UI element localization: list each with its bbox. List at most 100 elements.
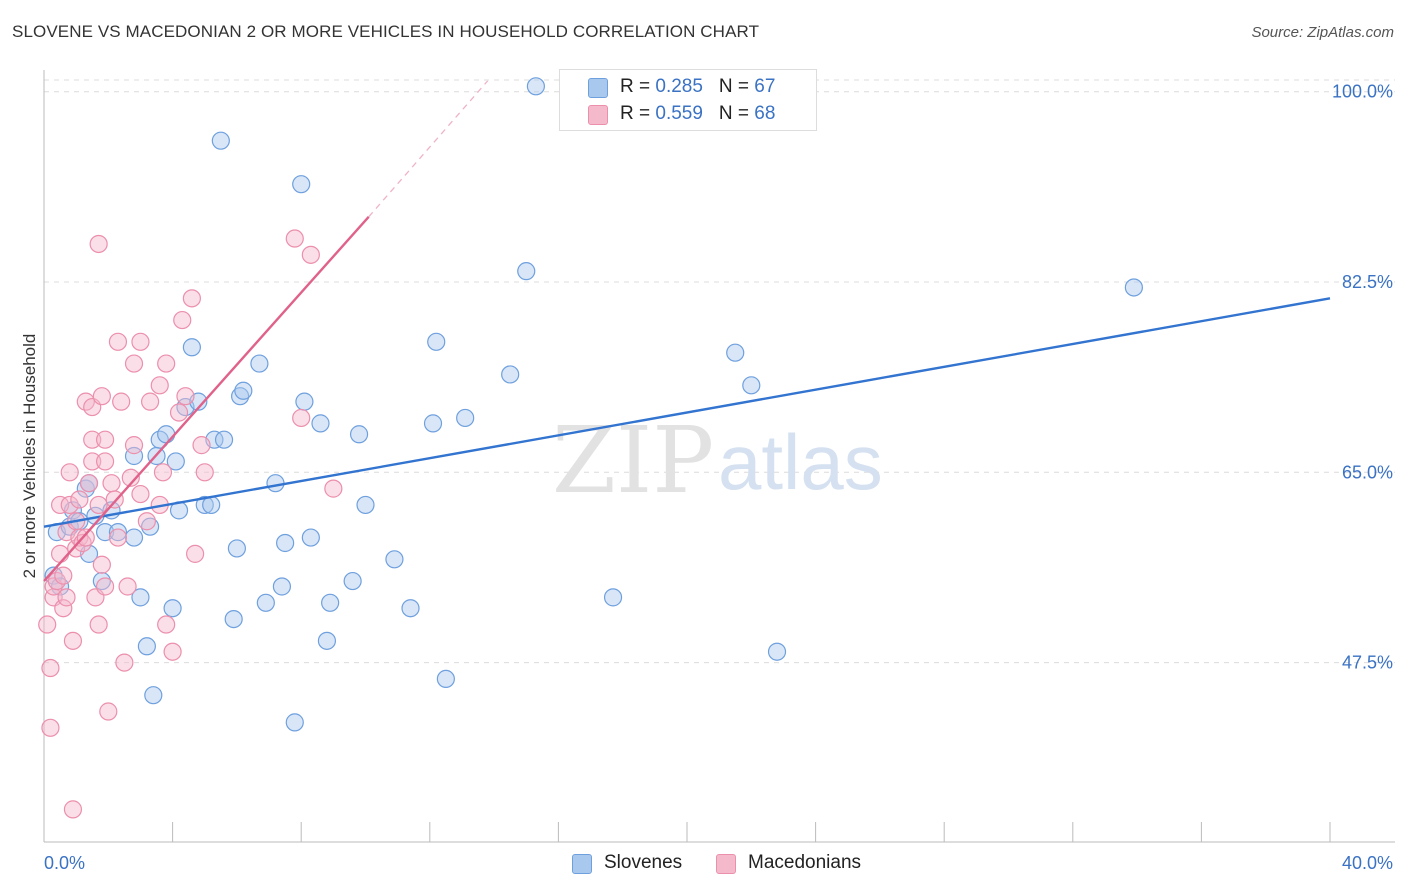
axes — [43, 70, 1395, 843]
point-macedonians — [92, 555, 111, 574]
point-slovenes — [742, 376, 761, 395]
point-macedonians — [169, 403, 189, 422]
trend-lines — [43, 80, 1331, 582]
slovenes-n-value: 67 — [754, 76, 776, 97]
point-slovenes — [124, 528, 144, 547]
point-slovenes — [276, 533, 295, 553]
point-macedonians — [186, 544, 205, 563]
point-macedonians — [157, 615, 176, 634]
slovenes-r-label: R = — [620, 76, 656, 97]
point-macedonians — [285, 229, 304, 248]
point-slovenes — [526, 77, 545, 96]
slovenes-swatch — [588, 78, 608, 98]
point-slovenes — [224, 609, 243, 629]
point-macedonians — [131, 484, 150, 504]
point-slovenes — [311, 414, 330, 433]
point-macedonians — [292, 408, 311, 428]
point-slovenes — [211, 131, 230, 150]
point-macedonians — [140, 392, 160, 411]
point-slovenes — [50, 577, 70, 596]
point-slovenes — [501, 365, 520, 384]
slovenes-r-value: 0.285 — [655, 76, 703, 97]
y-tick-label: 47.5% — [1342, 653, 1393, 673]
macedonians-r-value: 0.559 — [655, 103, 703, 124]
y-tick-label: 65.0% — [1342, 462, 1393, 482]
point-macedonians — [192, 436, 211, 455]
point-macedonians — [131, 332, 150, 351]
point-macedonians — [50, 544, 70, 563]
point-slovenes — [767, 642, 787, 661]
point-macedonians — [83, 430, 102, 449]
point-macedonians — [112, 392, 131, 411]
point-macedonians — [73, 533, 92, 553]
point-macedonians — [92, 387, 111, 406]
point-slovenes — [163, 599, 182, 618]
macedonians-r-label: R = — [620, 103, 656, 124]
watermark-atlas: atlas — [718, 418, 883, 506]
point-slovenes — [343, 571, 362, 591]
point-slovenes — [423, 414, 443, 433]
point-macedonians — [38, 615, 57, 634]
point-macedonians — [137, 512, 156, 531]
point-slovenes — [603, 588, 623, 607]
x-tick-label: 0.0% — [44, 853, 85, 873]
chart-title: SLOVENE VS MACEDONIAN 2 OR MORE VEHICLES… — [12, 22, 760, 41]
point-macedonians — [108, 528, 128, 547]
legend-swatch-macedonians — [716, 854, 736, 874]
macedonians-swatch — [588, 105, 608, 125]
stats-legend: R = 0.285 N = 67 R = 0.559 N = 68 — [559, 69, 817, 131]
point-slovenes — [436, 669, 455, 689]
point-macedonians — [99, 702, 118, 721]
point-macedonians — [63, 800, 83, 819]
point-macedonians — [89, 615, 108, 634]
legend-label-macedonians: Macedonians — [748, 852, 862, 873]
point-macedonians — [324, 479, 343, 498]
point-slovenes — [137, 637, 156, 656]
point-macedonians — [115, 653, 134, 672]
point-slovenes — [321, 593, 340, 612]
watermark-zip: ZIP — [552, 407, 714, 514]
point-macedonians — [60, 463, 79, 482]
point-macedonians — [173, 310, 192, 330]
point-slovenes — [295, 392, 314, 411]
point-macedonians — [89, 495, 108, 515]
point-macedonians — [157, 354, 176, 373]
point-slovenes — [292, 175, 311, 194]
x-tick-label: 40.0% — [1342, 853, 1393, 873]
point-macedonians — [108, 332, 128, 351]
point-slovenes — [256, 593, 275, 612]
point-slovenes — [76, 479, 95, 498]
point-macedonians — [102, 474, 121, 493]
point-macedonians — [163, 642, 182, 661]
point-slovenes — [227, 539, 246, 558]
macedonians-n-label: N = — [718, 103, 755, 124]
point-slovenes — [272, 577, 292, 596]
chart-source: Source: ZipAtlas.com — [1251, 24, 1394, 41]
point-macedonians — [54, 599, 73, 618]
point-macedonians — [176, 387, 195, 406]
point-macedonians — [83, 452, 102, 471]
point-slovenes — [195, 495, 214, 515]
point-slovenes — [1124, 278, 1143, 297]
point-macedonians — [41, 718, 60, 737]
point-macedonians — [54, 566, 73, 585]
point-macedonians — [70, 490, 89, 509]
point-slovenes — [92, 571, 111, 591]
point-slovenes — [385, 550, 404, 569]
legend-label-slovenes: Slovenes — [604, 852, 683, 873]
point-slovenes — [214, 430, 234, 449]
point-macedonians — [95, 577, 115, 596]
trend-line-macedonians — [43, 215, 370, 582]
point-slovenes — [726, 343, 745, 362]
point-slovenes — [517, 262, 536, 281]
point-slovenes — [349, 425, 369, 444]
point-macedonians — [57, 588, 76, 607]
y-tick-label: 100.0% — [1332, 82, 1393, 102]
point-macedonians — [63, 631, 83, 650]
point-slovenes — [301, 528, 320, 547]
point-macedonians — [121, 468, 140, 487]
point-slovenes — [250, 354, 269, 373]
point-macedonians — [79, 474, 99, 493]
point-slovenes — [166, 452, 185, 471]
